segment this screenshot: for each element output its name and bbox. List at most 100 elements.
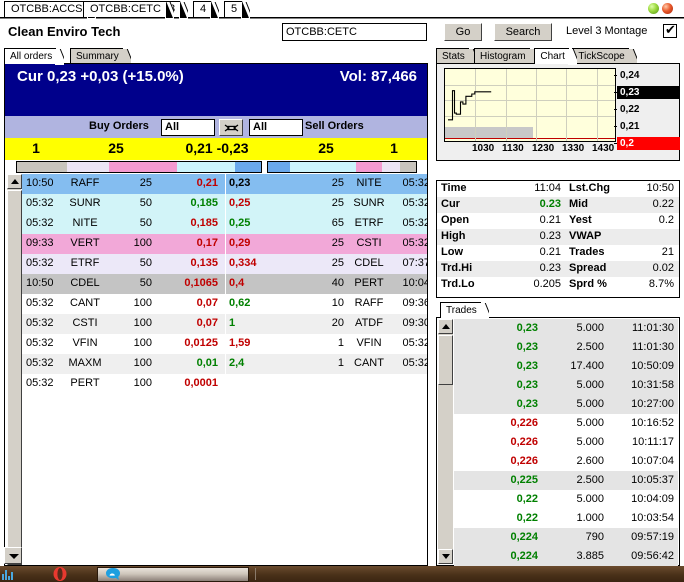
tab-slant xyxy=(479,303,489,319)
trades-scrollbar[interactable] xyxy=(438,319,453,564)
order-book-row[interactable]: 05:32 PERT 100 0,0001 xyxy=(22,374,427,394)
bid-side-cells[interactable]: 09:33 VERT 100 0,17 xyxy=(22,234,225,254)
order-book-scrollbar[interactable] xyxy=(6,174,22,565)
bid-size: 50 xyxy=(139,197,152,209)
trade-row[interactable]: 0,23 5.000 11:01:30 xyxy=(454,319,678,338)
go-button[interactable]: Go xyxy=(444,23,482,41)
order-book-row[interactable]: 05:32 CSTI 100 0,07 1 20 ATDF 09:30 xyxy=(22,314,427,334)
order-book-row[interactable]: 05:32 CANT 100 0,07 0,62 10 RAFF 09:36 xyxy=(22,294,427,314)
ask-side-cells[interactable]: 0,25 25 SUNR 05:32 xyxy=(226,194,427,214)
bid-side-cells[interactable]: 05:32 SUNR 50 0,185 xyxy=(22,194,225,214)
buy-filter-select[interactable]: All xyxy=(161,119,215,136)
trade-row[interactable]: 0,224 790 09:57:19 xyxy=(454,528,678,547)
ask-side-cells[interactable]: 2,4 1 CANT 05:32 xyxy=(226,354,427,374)
trade-price: 0,23 xyxy=(516,322,538,334)
quote-value-left: 0.23 xyxy=(539,230,561,242)
symbol-tab-4[interactable]: 4 xyxy=(193,1,220,19)
order-book-row[interactable]: 05:32 ETRF 50 0,135 0,334 25 CDEL 07:37 xyxy=(22,254,427,274)
link-buy-sell-button[interactable] xyxy=(219,119,243,136)
ask-side-cells[interactable]: 0,334 25 CDEL 07:37 xyxy=(226,254,427,274)
ask-size: 40 xyxy=(331,277,344,289)
tab-all-orders[interactable]: All orders xyxy=(4,48,65,65)
order-book-row[interactable]: 05:32 VFIN 100 0,0125 1,59 1 VFIN 05:32 xyxy=(22,334,427,354)
symbol-tab-otcbb-accs[interactable]: OTCBB:ACCS xyxy=(4,1,96,19)
trades-scrollbar-thumb[interactable] xyxy=(438,335,453,385)
trades-scroll-down-button[interactable] xyxy=(438,549,453,564)
tab-label: TickScope xyxy=(578,51,625,62)
search-button[interactable]: Search xyxy=(494,23,552,41)
trade-row[interactable]: 0,224 3.885 09:56:42 xyxy=(454,547,678,566)
trade-time: 10:31:58 xyxy=(631,379,674,391)
ask-side-cells[interactable]: 1 20 ATDF 09:30 xyxy=(226,314,427,334)
tab-summary[interactable]: Summary xyxy=(70,48,131,65)
sell-filter-select[interactable]: All xyxy=(249,119,303,136)
bid-side-cells[interactable]: 05:32 VFIN 100 0,0125 xyxy=(22,334,225,354)
trade-row[interactable]: 0,226 5.000 10:11:17 xyxy=(454,433,678,452)
ask-side-cells[interactable]: 0,4 40 PERT 10:04 xyxy=(226,274,427,294)
scrollbar-thumb[interactable] xyxy=(7,190,22,565)
order-book-row[interactable]: 10:50 RAFF 25 0,21 0,23 25 NITE 05:32 xyxy=(22,174,427,194)
bid-side-cells[interactable]: 05:32 ETRF 50 0,135 xyxy=(22,254,225,274)
order-book-row[interactable]: 10:50 CDEL 50 0,1065 0,4 40 PERT 10:04 xyxy=(22,274,427,294)
best-bid-ask-prices: 0,21 -0,23 xyxy=(185,140,249,156)
trade-row[interactable]: 0,23 5.000 10:27:00 xyxy=(454,395,678,414)
order-book-table: 10:50 RAFF 25 0,21 0,23 25 NITE 05:32 05:32 SUNR 5… xyxy=(5,174,427,565)
bid-side-cells[interactable]: 05:32 NITE 50 0,185 xyxy=(22,214,225,234)
quote-info-row: Cur 0.23 Mid 0.22 xyxy=(437,197,679,213)
trade-row[interactable]: 0,226 5.000 10:16:52 xyxy=(454,414,678,433)
best-ask-size: 25 xyxy=(318,140,334,156)
chain-link-icon xyxy=(224,124,239,132)
ask-side-cells[interactable]: 1,59 1 VFIN 05:32 xyxy=(226,334,427,354)
scroll-up-button[interactable] xyxy=(7,174,22,189)
bid-market-maker: ETRF xyxy=(70,257,100,269)
order-book-row[interactable]: 09:33 VERT 100 0,17 0,29 25 CSTI 05:32 xyxy=(22,234,427,254)
trade-row[interactable]: 0,23 2.500 11:01:30 xyxy=(454,338,678,357)
equalizer-icon[interactable] xyxy=(2,567,14,580)
trade-row[interactable]: 0,23 17.400 10:50:09 xyxy=(454,357,678,376)
bid-side-cells[interactable]: 05:32 PERT 100 0,0001 xyxy=(22,374,225,394)
montage-expand-button[interactable] xyxy=(4,547,22,564)
order-book-row[interactable]: 05:32 SUNR 50 0,185 0,25 25 SUNR 05:32 xyxy=(22,194,427,214)
trade-row[interactable]: 0,23 5.000 10:31:58 xyxy=(454,376,678,395)
ask-side-cells[interactable] xyxy=(226,374,427,394)
opera-icon[interactable] xyxy=(52,567,68,581)
ask-side-cells[interactable]: 0,23 25 NITE 05:32 xyxy=(226,174,427,194)
trade-row[interactable]: 0,226 2.600 10:07:04 xyxy=(454,452,678,471)
bid-price: 0,135 xyxy=(190,257,218,269)
tab-chart[interactable]: Chart xyxy=(534,48,577,65)
chart-plot-area[interactable] xyxy=(444,68,616,142)
inside-market-row: 1 25 0,21 -0,23 25 1 xyxy=(5,138,427,160)
price-chart-panel: 0,24 0,23 0,22 0,21 0,2 1030 1130 1230 1330 1430 xyxy=(436,63,680,161)
ask-side-cells[interactable]: 0,29 25 CSTI 05:32 xyxy=(226,234,427,254)
trade-price: 0,225 xyxy=(510,474,538,486)
level3-montage-checkbox[interactable]: ✔ xyxy=(663,24,677,38)
bid-side-cells[interactable]: 10:50 CDEL 50 0,1065 xyxy=(22,274,225,294)
order-book-row[interactable]: 05:32 MAXM 100 0,01 2,4 1 CANT 05:32 xyxy=(22,354,427,374)
bid-side-cells[interactable]: 10:50 RAFF 25 0,21 xyxy=(22,174,225,194)
tab-trades[interactable]: Trades xyxy=(440,302,489,319)
trade-row[interactable]: 0,225 2.500 10:05:37 xyxy=(454,471,678,490)
bid-time: 05:32 xyxy=(26,297,54,309)
tab-tickscope[interactable]: TickScope xyxy=(572,48,637,65)
symbol-input[interactable]: OTCBB:CETC xyxy=(282,23,427,41)
tab-histogram[interactable]: Histogram xyxy=(474,48,538,65)
symbol-tab-otcbb-cetc[interactable]: OTCBB:CETC xyxy=(83,1,174,19)
bid-market-maker: MAXM xyxy=(68,357,102,369)
symbol-tab-5[interactable]: 5 xyxy=(224,1,251,19)
trade-row[interactable]: 0,22 5.000 10:04:09 xyxy=(454,490,678,509)
chat-icon[interactable] xyxy=(105,567,121,581)
bid-side-cells[interactable]: 05:32 CANT 100 0,07 xyxy=(22,294,225,314)
trade-price: 0,23 xyxy=(516,379,538,391)
ask-side-cells[interactable]: 0,25 65 ETRF 05:32 xyxy=(226,214,427,234)
bid-depth-bar[interactable] xyxy=(16,161,262,173)
quote-label-right: Sprd % xyxy=(569,278,607,290)
order-book-row[interactable]: 05:32 NITE 50 0,185 0,25 65 ETRF 05:32 xyxy=(22,214,427,234)
trade-row[interactable]: 0,22 1.000 10:03:54 xyxy=(454,509,678,528)
bid-side-cells[interactable]: 05:32 CSTI 100 0,07 xyxy=(22,314,225,334)
trades-scroll-up-button[interactable] xyxy=(438,319,453,334)
trade-size: 5.000 xyxy=(576,379,604,391)
bid-side-cells[interactable]: 05:32 MAXM 100 0,01 xyxy=(22,354,225,374)
ask-side-cells[interactable]: 0,62 10 RAFF 09:36 xyxy=(226,294,427,314)
tab-stats[interactable]: Stats xyxy=(436,48,477,65)
ask-depth-bar[interactable] xyxy=(267,161,417,173)
